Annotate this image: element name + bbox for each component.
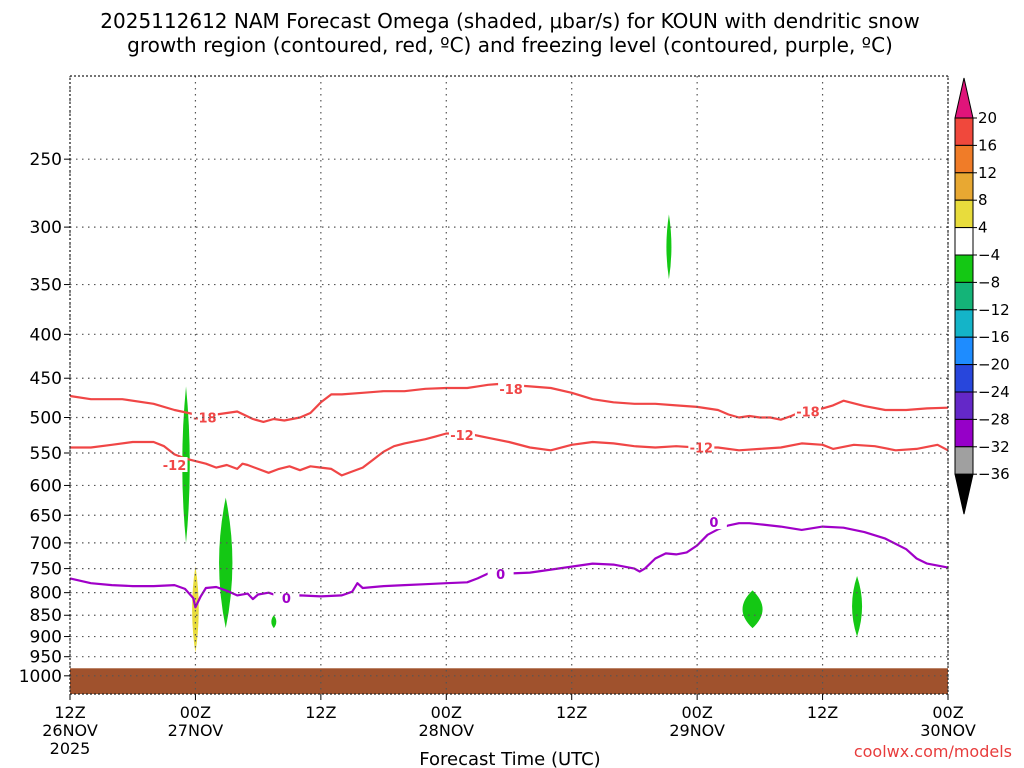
colorbar-segment-4 bbox=[954, 199, 974, 229]
colorbar-label-4: 4 bbox=[978, 219, 988, 237]
title-line1: 2025112612 NAM Forecast Omega (shaded, μ… bbox=[100, 9, 919, 33]
x-tick-label-36-1: 28NOV bbox=[418, 721, 474, 740]
x-tick-label-12-0: 00Z bbox=[180, 703, 211, 722]
x-tick-label-0-2: 2025 bbox=[50, 739, 91, 758]
contour-label-bg bbox=[700, 514, 727, 530]
y-tick-label-450: 450 bbox=[30, 369, 62, 389]
omega-shaded-region-2 bbox=[271, 615, 277, 629]
contour-label-bg bbox=[161, 457, 188, 473]
contour-label-bg bbox=[498, 380, 525, 396]
contour-label--18-0: -18 bbox=[193, 411, 217, 426]
watermark: coolwx.com/models bbox=[854, 742, 1012, 761]
colorbar-segment-12 bbox=[954, 418, 974, 448]
colorbar-segment-10 bbox=[954, 364, 974, 393]
contour-label-bg bbox=[273, 590, 300, 606]
colorbar-label-7: −12 bbox=[978, 301, 1010, 319]
colorbar-segment-1 bbox=[954, 117, 974, 146]
title-line2: growth region (contoured, red, ºC) and f… bbox=[127, 33, 893, 57]
colorbar-label-1: 16 bbox=[978, 136, 997, 154]
colorbar-label-3: 8 bbox=[978, 191, 988, 209]
contour-label-bg bbox=[794, 403, 821, 419]
colorbar-segment-5 bbox=[954, 227, 974, 256]
contour-label-bg bbox=[448, 426, 475, 442]
colorbar-label-2: 12 bbox=[978, 164, 997, 182]
colorbar-segment-7 bbox=[954, 281, 974, 311]
y-tick-label-400: 400 bbox=[30, 325, 62, 345]
omega-shaded-region-1 bbox=[219, 497, 233, 629]
x-tick-label-12-1: 27NOV bbox=[168, 721, 224, 740]
contour-label-0-2: 0 bbox=[709, 516, 718, 531]
colorbar-label-9: −20 bbox=[978, 356, 1010, 374]
contour-label-bg bbox=[487, 566, 514, 582]
x-tick-label-72-0: 12Z bbox=[807, 703, 838, 722]
y-tick-label-500: 500 bbox=[30, 408, 62, 428]
contour-label-0-1: 0 bbox=[496, 568, 505, 583]
contour-label--12-2: -12 bbox=[690, 442, 714, 457]
y-tick-label-800: 800 bbox=[30, 584, 62, 604]
x-tick-label-84-0: 00Z bbox=[932, 703, 963, 722]
contour-label-0-0: 0 bbox=[282, 592, 291, 607]
contour-label--18-1: -18 bbox=[499, 383, 523, 398]
y-tick-label-700: 700 bbox=[30, 534, 62, 554]
colorbar-label-5: −4 bbox=[978, 246, 1000, 264]
y-tick-label-650: 650 bbox=[30, 506, 62, 526]
colorbar-label-10: −24 bbox=[978, 383, 1010, 401]
omega-shaded-region-4 bbox=[742, 590, 763, 629]
contour-label--12-0: -12 bbox=[163, 459, 187, 474]
omega-shaded-region-6 bbox=[192, 566, 199, 653]
y-tick-label-750: 750 bbox=[30, 560, 62, 580]
colorbar-segment-2 bbox=[954, 144, 974, 174]
colorbar-label-13: −36 bbox=[978, 465, 1010, 483]
y-tick-label-550: 550 bbox=[30, 444, 62, 464]
x-tick-label-60-0: 00Z bbox=[681, 703, 712, 722]
colorbar-label-11: −28 bbox=[978, 410, 1010, 428]
colorbar-segment-8 bbox=[954, 309, 974, 338]
contour-label--12-1: -12 bbox=[450, 429, 474, 444]
x-tick-label-84-1: 30NOV bbox=[920, 721, 976, 740]
y-tick-label-350: 350 bbox=[30, 276, 62, 296]
x-tick-label-60-1: 29NOV bbox=[669, 721, 725, 740]
contour-line-0 bbox=[69, 522, 949, 609]
contour-layer: -18 -18 -18 -12 -12 -12 0 0 0 bbox=[69, 380, 949, 609]
colorbar-label-8: −16 bbox=[978, 328, 1010, 346]
y-tick-label-900: 900 bbox=[30, 628, 62, 648]
ground-surface bbox=[70, 668, 948, 694]
contour-label-bg bbox=[191, 409, 218, 425]
x-tick-label-48-0: 12Z bbox=[556, 703, 587, 722]
y-tick-label-600: 600 bbox=[30, 476, 62, 496]
y-tick-label-950: 950 bbox=[30, 648, 62, 668]
colorbar-segment-6 bbox=[954, 254, 974, 283]
x-tick-label-0-1: 26NOV bbox=[42, 721, 98, 740]
colorbar-label-6: −8 bbox=[978, 273, 1000, 291]
omega-shaded-region-3 bbox=[666, 214, 672, 280]
colorbar-label-0: 20 bbox=[978, 109, 997, 127]
axes: 2503003504004505005506006507007508008509… bbox=[19, 75, 976, 758]
colorbar: 20 16 12 8 4 −4 −8 −12 −16 −20 −24 −28 −32 −36 bbox=[954, 77, 1010, 515]
colorbar-segment-3 bbox=[954, 172, 974, 201]
x-tick-label-36-0: 00Z bbox=[431, 703, 462, 722]
y-tick-label-850: 850 bbox=[30, 606, 62, 626]
colorbar-segment-11 bbox=[954, 391, 974, 420]
x-axis-label: Forecast Time (UTC) bbox=[419, 749, 600, 768]
colorbar-bottom-arrow bbox=[954, 473, 974, 515]
contour-label-bg bbox=[688, 439, 715, 455]
contour-label--18-2: -18 bbox=[796, 405, 820, 420]
y-tick-label-300: 300 bbox=[30, 218, 62, 238]
plot-area bbox=[70, 214, 948, 694]
colorbar-label-12: −32 bbox=[978, 438, 1010, 456]
colorbar-top-arrow bbox=[954, 77, 974, 119]
omega-shaded-region-5 bbox=[852, 575, 863, 637]
x-tick-label-24-0: 12Z bbox=[305, 703, 336, 722]
y-tick-label-250: 250 bbox=[30, 150, 62, 170]
contour-line--12 bbox=[70, 432, 949, 477]
x-tick-label-0-0: 12Z bbox=[54, 703, 85, 722]
colorbar-segment-9 bbox=[954, 336, 974, 366]
y-tick-label-1000: 1000 bbox=[19, 667, 62, 687]
colorbar-segment-13 bbox=[954, 446, 974, 475]
